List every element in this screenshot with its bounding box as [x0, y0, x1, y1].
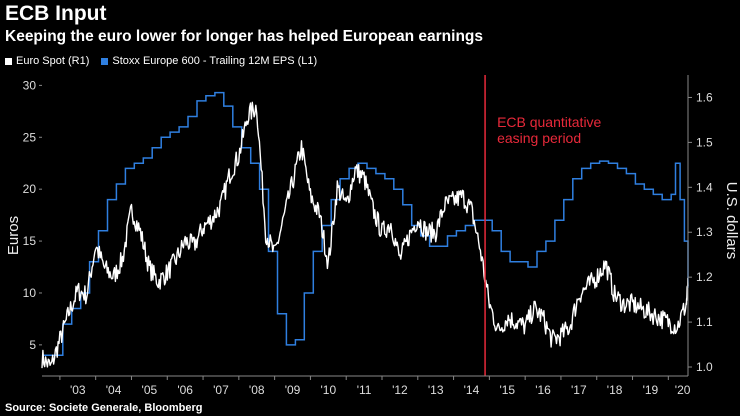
x-tick-label: '15	[499, 383, 515, 397]
x-tick-label: '18	[607, 383, 623, 397]
y-left-tick-label: 10	[23, 286, 37, 300]
y-right-tick-label: 1.0	[696, 360, 713, 374]
series-layer	[41, 91, 689, 369]
series-line-stoxx-eps	[42, 91, 689, 356]
y-left-axis-title: Euros	[5, 216, 22, 255]
chart-subtitle: Keeping the euro lower for longer has he…	[5, 28, 483, 45]
x-tick-label: '13	[428, 383, 444, 397]
y-right-tick-label: 1.2	[696, 270, 713, 284]
y-right-tick-label: 1.3	[696, 225, 713, 239]
x-tick-label: '10	[320, 383, 336, 397]
series-line-euro-spot	[41, 101, 689, 369]
chart-title: ECB Input	[5, 2, 107, 25]
x-tick-label: '20	[675, 383, 691, 397]
y-right-tick-label: 1.4	[696, 180, 713, 194]
legend-item-euro: Euro Spot (R1)	[5, 55, 89, 67]
y-right-tick-label: 1.6	[696, 90, 713, 104]
x-tick-label: '19	[643, 383, 659, 397]
ecb-qe-annotation-label: easing period	[497, 130, 581, 146]
legend-swatch-euro	[5, 57, 12, 65]
x-tick-label: '04	[106, 383, 122, 397]
x-tick-label: '08	[249, 383, 265, 397]
axis-layer: 5 10 15 20 25 30 1.0 1.1 1.2 1.3 1.4 1.5 1.6 '03 '04 '0…	[5, 75, 740, 397]
legend-label-stoxx: Stoxx Europe 600 - Trailing 12M EPS (L1)	[112, 55, 318, 67]
y-right-tick-label: 1.5	[696, 135, 713, 149]
y-left-tick-label: 25	[23, 130, 37, 144]
legend-label-euro: Euro Spot (R1)	[16, 55, 90, 67]
y-right-axis-title: U.S. dollars	[723, 182, 740, 260]
x-tick-label: '06	[177, 383, 193, 397]
y-left-tick-label: 20	[23, 182, 37, 196]
y-left-tick-label: 30	[23, 78, 37, 92]
x-tick-label: '17	[571, 383, 587, 397]
x-tick-label: '07	[213, 383, 229, 397]
chart-legend: Euro Spot (R1) Stoxx Europe 600 - Traili…	[5, 55, 317, 67]
x-tick-label: '05	[142, 383, 158, 397]
x-tick-label: '09	[285, 383, 301, 397]
y-left-tick-label: 15	[23, 234, 37, 248]
source-note: Source: Societe Generale, Bloomberg	[5, 402, 203, 414]
x-tick-label: '16	[535, 383, 551, 397]
legend-item-stoxx: Stoxx Europe 600 - Trailing 12M EPS (L1)	[101, 55, 317, 67]
y-right-tick-label: 1.1	[696, 315, 713, 329]
x-tick-label: '03	[70, 383, 86, 397]
x-tick-label: '12	[392, 383, 408, 397]
x-tick-label: '11	[357, 383, 372, 397]
legend-swatch-stoxx	[101, 57, 109, 65]
ecb-qe-annotation-label: ECB quantitative	[497, 114, 601, 130]
y-left-tick-label: 5	[29, 338, 36, 352]
x-tick-label: '14	[464, 383, 480, 397]
